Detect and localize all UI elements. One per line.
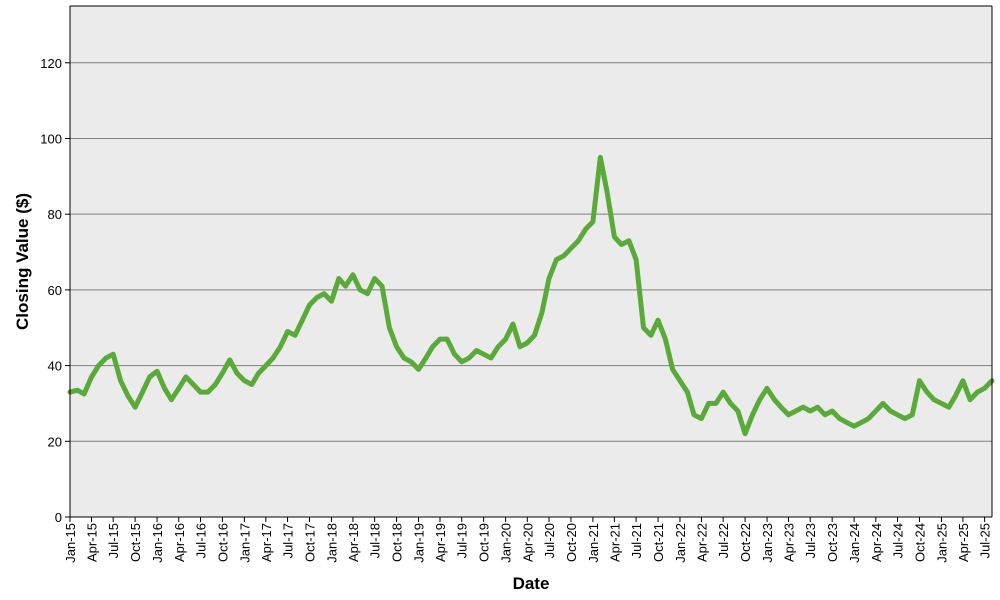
series-layer xyxy=(67,154,995,437)
y-axis-title: Closing Value ($) xyxy=(13,193,32,330)
x-tick-label: Jul-18 xyxy=(368,523,383,558)
x-tick-label: Jul-22 xyxy=(716,523,731,558)
y-tick-label: 80 xyxy=(48,207,62,222)
x-tick-label: Apr-25 xyxy=(956,523,971,562)
y-tick-label: 40 xyxy=(48,359,62,374)
x-axis-ticks: Jan-15 Apr-15 Jul-15 Oct-15 Jan-16 Apr-16 Jul-… xyxy=(63,517,993,563)
x-tick-label: Jan-19 xyxy=(412,523,427,563)
x-tick-label: Oct-16 xyxy=(215,523,230,562)
x-tick-label: Jul-25 xyxy=(978,523,993,558)
x-tick-label: Jan-17 xyxy=(237,523,252,563)
x-tick-label: Jul-16 xyxy=(193,523,208,558)
x-tick-label: Oct-19 xyxy=(477,523,492,562)
x-tick-label: Oct-21 xyxy=(651,523,666,562)
x-tick-label: Oct-15 xyxy=(128,523,143,562)
x-tick-label: Jul-20 xyxy=(542,523,557,558)
x-tick-label: Apr-16 xyxy=(172,523,187,562)
gridlines xyxy=(70,62,992,442)
y-tick-label: 60 xyxy=(48,283,62,298)
x-tick-label: Jan-24 xyxy=(847,523,862,563)
x-tick-label: Jan-20 xyxy=(499,523,514,563)
x-tick-label: Jul-17 xyxy=(281,523,296,558)
x-tick-label: Apr-17 xyxy=(259,523,274,562)
x-tick-label: Jan-23 xyxy=(760,523,775,563)
y-tick-label: 20 xyxy=(48,434,62,449)
x-tick-label: Apr-23 xyxy=(782,523,797,562)
x-tick-label: Oct-17 xyxy=(303,523,318,562)
x-tick-label: Jul-21 xyxy=(629,523,644,558)
y-tick-label: 100 xyxy=(40,131,62,146)
x-tick-label: Jan-16 xyxy=(150,523,165,563)
x-tick-label: Apr-18 xyxy=(346,523,361,562)
x-tick-label: Oct-23 xyxy=(825,523,840,562)
plot-area xyxy=(70,6,992,517)
x-axis-title: Date xyxy=(513,574,550,593)
y-tick-label: 120 xyxy=(40,56,62,71)
y-tick-label: 0 xyxy=(55,510,62,525)
x-tick-label: Apr-22 xyxy=(694,523,709,562)
series-line xyxy=(67,154,995,437)
x-tick-label: Apr-20 xyxy=(520,523,535,562)
x-tick-label: Jul-23 xyxy=(803,523,818,558)
x-tick-label: Jan-15 xyxy=(63,523,78,563)
y-axis-ticks: 0 20 40 60 80 100 120 xyxy=(40,56,70,525)
axes xyxy=(69,5,993,518)
x-tick-label: Jul-15 xyxy=(106,523,121,558)
x-tick-label: Jan-22 xyxy=(673,523,688,563)
x-tick-label: Oct-20 xyxy=(564,523,579,562)
x-tick-label: Jan-25 xyxy=(934,523,949,563)
x-tick-label: Apr-24 xyxy=(869,523,884,562)
x-tick-label: Jul-19 xyxy=(455,523,470,558)
x-tick-label: Oct-24 xyxy=(912,523,927,562)
x-tick-label: Apr-21 xyxy=(607,523,622,562)
x-tick-label: Apr-15 xyxy=(84,523,99,562)
x-tick-label: Jul-24 xyxy=(891,523,906,558)
x-tick-label: Jan-21 xyxy=(586,523,601,563)
x-tick-label: Apr-19 xyxy=(433,523,448,562)
x-tick-label: Oct-22 xyxy=(738,523,753,562)
x-tick-label: Jan-18 xyxy=(324,523,339,563)
x-tick-label: Oct-18 xyxy=(390,523,405,562)
